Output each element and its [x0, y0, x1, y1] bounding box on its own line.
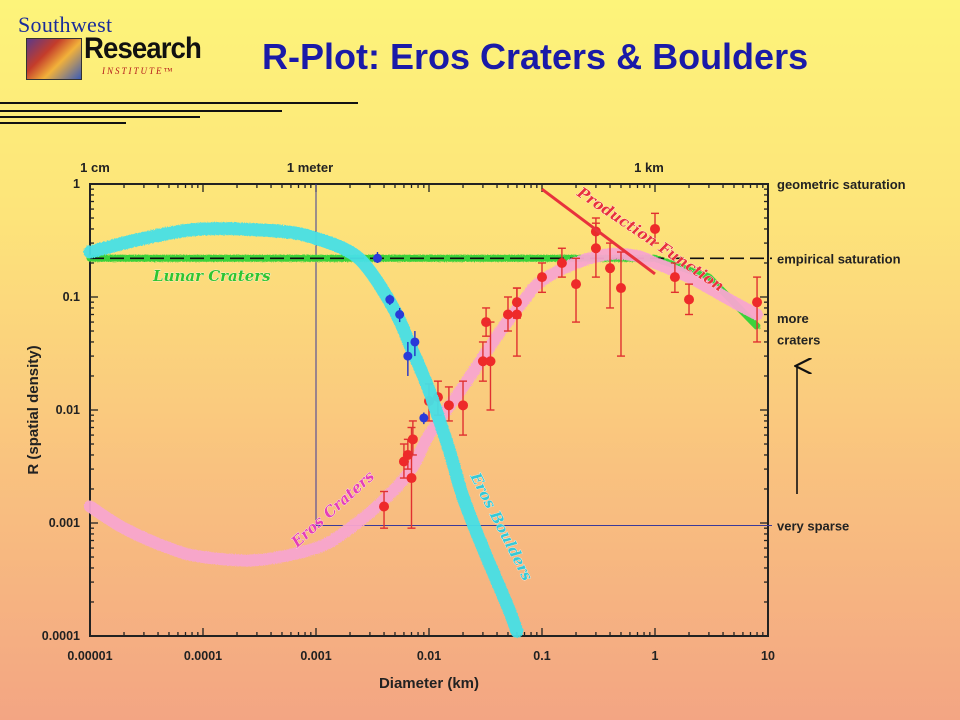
crater-point: [443, 400, 454, 411]
logo-southwest-text: Southwest: [18, 12, 113, 37]
x-tick-label: 0.001: [300, 649, 331, 663]
header-rule: [0, 116, 200, 118]
x-tick-label: 10: [761, 649, 775, 663]
y-axis-title: R (spatial density): [25, 345, 42, 474]
boulder-point: [385, 295, 395, 305]
crater-point: [669, 272, 680, 283]
right-annotation: empirical saturation: [777, 251, 901, 266]
right-annotation: craters: [777, 333, 820, 348]
crater-point: [406, 473, 417, 484]
x-tick-label: 0.00001: [67, 649, 112, 663]
crater-point: [684, 294, 695, 305]
crater-point: [402, 449, 413, 460]
y-tick-label: 0.001: [49, 516, 80, 530]
y-tick-label: 0.01: [56, 403, 80, 417]
crater-point: [458, 400, 469, 411]
crater-point: [477, 356, 488, 367]
right-annotation: geometric saturation: [777, 177, 906, 192]
crater-point: [502, 309, 513, 320]
crater-point: [511, 309, 522, 320]
crater-point: [615, 283, 626, 294]
crater-point: [752, 297, 763, 308]
crater-point: [379, 501, 390, 512]
header-rule: [0, 110, 282, 112]
crater-point: [650, 223, 660, 234]
x-tick-label: 0.01: [417, 649, 441, 663]
logo-institute-text: INSTITUTE™: [102, 66, 175, 76]
top-scale-label: 1 meter: [287, 160, 333, 175]
x-tick-label: 0.1: [533, 649, 550, 663]
logo-image: [26, 38, 82, 80]
crater-point: [485, 356, 496, 367]
boulder-point: [410, 337, 420, 347]
slide-title: R-Plot: Eros Craters & Boulders: [262, 36, 809, 77]
top-scale-label: 1 cm: [80, 160, 110, 175]
swri-logo: Southwest Research INSTITUTE™: [18, 12, 218, 80]
crater-point: [571, 279, 582, 290]
x-axis-title: Diameter (km): [379, 675, 479, 692]
series-production-function: [541, 187, 656, 276]
crater-point: [481, 317, 492, 328]
right-annotation: more: [777, 311, 809, 326]
y-tick-label: 1: [73, 177, 80, 191]
crater-point: [590, 243, 601, 254]
boulder-point: [403, 351, 413, 361]
crater-point: [556, 257, 567, 268]
x-tick-label: 1: [652, 649, 659, 663]
boulder-point: [372, 253, 382, 263]
y-tick-label: 0.1: [63, 290, 80, 304]
series-eros-craters: [84, 247, 763, 567]
right-annotation: very sparse: [777, 519, 849, 534]
header-rule: [0, 102, 358, 104]
crater-point: [605, 263, 616, 274]
series-eros-boulders: [83, 222, 524, 638]
crater-point: [407, 434, 418, 445]
boulder-point: [419, 413, 429, 423]
top-scale-label: 1 km: [634, 160, 664, 175]
x-tick-label: 0.0001: [184, 649, 222, 663]
crater-point: [537, 272, 547, 283]
y-tick-label: 0.0001: [42, 629, 80, 643]
header-rule: [0, 122, 126, 124]
boulder-point: [395, 310, 405, 320]
series-label: Lunar Craters: [152, 267, 271, 285]
logo-research-text: Research: [84, 32, 202, 65]
